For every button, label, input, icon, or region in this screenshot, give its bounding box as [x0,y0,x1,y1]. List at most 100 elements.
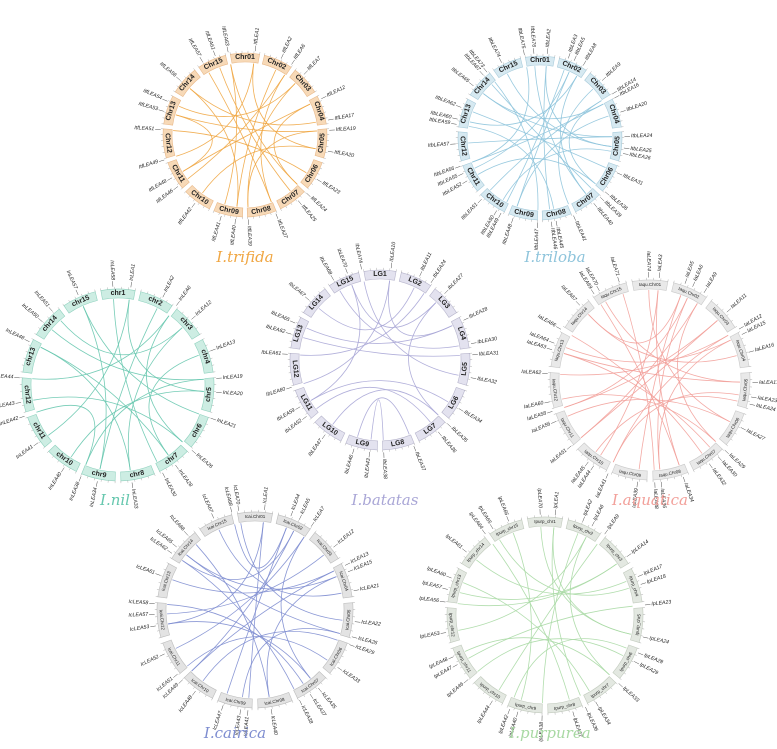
chromosome-tick [559,217,561,220]
gene-leader-line [551,421,557,424]
chromosome-tick [430,283,433,286]
collinearity-link [82,306,107,470]
collinearity-link [469,75,578,126]
gene-leader-line [210,348,216,352]
collinearity-link [543,66,551,210]
collinearity-link [658,339,731,470]
chromosome-tick [205,423,208,425]
chromosome-tick [460,108,464,111]
chromosome-tick [25,417,28,419]
gene-leader-line [344,562,351,566]
gene-label: IaLEA56 [531,421,552,435]
chromosome-tick [338,557,341,559]
chromosome-tick [176,183,179,185]
collinearity-link [622,294,655,470]
chromosome-tick [323,111,327,113]
chromosome-tick [434,286,437,289]
chromosome-tick [586,68,588,71]
chromosome-tick [507,522,509,525]
gene-label: IaLEA5 [684,260,695,278]
gene-label: InLEA43 [0,401,15,410]
gene-label: ItbLEA41 [573,220,587,242]
species-title: I.batatas [351,491,419,509]
collinearity-link [175,114,213,172]
species-title: I.triloba [523,248,585,266]
chromosome-arc [718,410,745,446]
chromosome-tick [178,545,180,548]
collinearity-link [472,67,530,163]
chromosome-label: Iaqu.Chr09 [619,469,642,479]
gene-label: ItbLEA45 [554,227,564,249]
gene-label: IcLEA52 [140,654,160,668]
collinearity-link [600,304,680,466]
chromosome-tick [315,687,317,689]
gene-leader-line [684,278,688,284]
chromosome-tick [618,114,622,116]
chromosome-tick [187,682,190,685]
gene-label: InLEA21 [216,418,237,430]
chromosome-tick [202,206,205,209]
chromosome-tick [329,673,332,675]
gene-leader-line [470,377,477,379]
chromosome-tick [501,703,503,706]
chromosome-tick [565,215,567,219]
chromosome-tick [291,65,293,68]
chromosome-tick [586,458,589,461]
gene-leader-line [183,531,188,536]
chromosome-label: chr9 [91,470,107,480]
gene-label: IaLEA74 [645,251,651,271]
gene-leader-line [211,513,214,519]
chromosome-tick [208,208,210,211]
chromosome-tick [673,280,675,283]
chromosome-tick [191,321,194,324]
chromosome-tick [344,649,347,651]
chromosome-label: Ipurp_chr5 [634,613,641,635]
collinearity-link [648,290,730,423]
chromosome-tick [571,444,574,447]
chromosome-tick [328,434,330,437]
chromosome-tick [627,666,631,669]
chromosome-arc [289,352,303,386]
gene-label: IbLEA38 [381,459,388,479]
collinearity-link [146,315,183,443]
chromosome-arc [48,444,81,472]
gene-leader-line [556,326,562,330]
collinearity-link [70,390,204,458]
chromosome-arc [441,386,466,419]
chromosome-tick [568,517,569,520]
chromosome-tick [216,700,218,703]
chromosome-tick [317,94,320,97]
chromosome-tick [304,191,306,194]
chromosome-tick [280,59,283,62]
chromosome-tick [347,575,350,577]
chromosome-tick [581,303,584,306]
chromosome-tick [52,311,55,314]
chromosome-arc [100,288,136,300]
gene-leader-line [299,700,303,706]
gene-leader-line [158,109,164,112]
chromosome-tick [223,703,225,706]
gene-leader-line [353,589,360,591]
collinearity-link [483,93,612,138]
chromosome-tick [594,75,597,78]
chromosome-tick [448,418,451,420]
chromosome-tick [309,300,312,303]
chromosome-tick [681,474,683,478]
chromosome-label: LG12 [291,360,300,378]
collinearity-link [655,290,680,466]
chromosome-tick [726,444,729,447]
chromosome-tick [471,88,474,91]
chromosome-label: Chr08 [251,205,272,216]
gene-label: ItbLEA9 [605,61,623,78]
chromosome-tick [74,296,76,299]
gene-leader-line [302,416,307,420]
chromosome-tick [478,540,480,543]
gene-leader-line [306,192,311,197]
chromosome-arc [414,415,446,442]
chromosome-arc [340,602,354,638]
gene-leader-line [131,482,134,488]
gene-label: IpLEA56 [419,596,440,605]
gene-label: IcLEA38 [300,705,314,725]
chromosome-tick [337,661,341,664]
collinearity-link [516,115,609,207]
